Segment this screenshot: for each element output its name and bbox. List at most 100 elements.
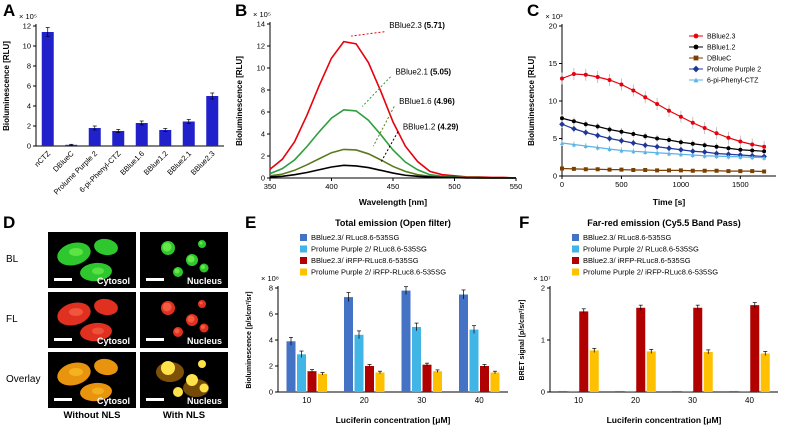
bar [646, 351, 656, 392]
bar [206, 96, 219, 146]
svg-text:14: 14 [257, 20, 265, 29]
svg-text:0: 0 [261, 174, 265, 183]
svg-text:BBlue1.6: BBlue1.6 [118, 149, 146, 177]
svg-text:2: 2 [541, 284, 545, 293]
svg-text:20: 20 [360, 396, 369, 405]
svg-text:Bioluminescence [RLU]: Bioluminescence [RLU] [527, 56, 536, 146]
bar [729, 390, 739, 392]
image-label: Nucleus [187, 396, 222, 406]
bar [558, 390, 568, 392]
svg-text:BBlue1.6 (4.96): BBlue1.6 (4.96) [399, 97, 455, 106]
svg-text:450: 450 [387, 182, 400, 191]
bar [693, 307, 703, 392]
svg-text:500: 500 [615, 180, 628, 189]
panel-letter-b: B [235, 1, 248, 20]
svg-text:500: 500 [448, 182, 461, 191]
svg-text:Bioluminescence [p/s/cm²/sr]: Bioluminescence [p/s/cm²/sr] [246, 291, 253, 388]
svg-text:4: 4 [27, 102, 31, 111]
axes: 0 5 10 15 20× 10³ Bioluminescence [RLU] [527, 12, 776, 181]
series-DBlueC [560, 166, 767, 174]
microscopy-image-FL-col0: Cytosol [48, 292, 136, 348]
bar [760, 353, 770, 392]
svg-text:8: 8 [27, 62, 31, 71]
chart-e-total-emission-bar: 0 2 4 6 8× 10⁸ Bioluminescence [p/s/cm²/sr] To… [246, 218, 508, 425]
series-BBlue2.3 [560, 72, 767, 149]
svg-text:6: 6 [269, 310, 273, 319]
svg-text:Prolume Purple 2/ iRFP-RLuc8.6: Prolume Purple 2/ iRFP-RLuc8.6-535SG [311, 268, 446, 277]
series-BBlue2.3 [269, 40, 517, 179]
image-label: Nucleus [187, 336, 222, 346]
chart-title: Far-red emission (Cy5.5 Band Pass) [587, 218, 741, 228]
scale-bar [146, 338, 164, 341]
image-label: Nucleus [187, 276, 222, 286]
microscopy-col-label: With NLS [162, 410, 206, 421]
x-axis: 0 500 1000 1500 Time [s] [560, 176, 749, 207]
bar [469, 329, 479, 392]
svg-text:20: 20 [549, 22, 557, 31]
bar [297, 354, 306, 392]
bar [589, 350, 599, 392]
bar [750, 305, 760, 392]
panel-letter-f: F [519, 213, 530, 232]
svg-text:6-pi-Phenyl-CTZ: 6-pi-Phenyl-CTZ [707, 78, 759, 85]
scale-bar [54, 338, 72, 341]
svg-text:BBlue1.2: BBlue1.2 [142, 149, 170, 177]
bar [375, 372, 385, 392]
bars: 10 20 30 40 [286, 286, 500, 405]
svg-text:DBlueC: DBlueC [707, 56, 731, 63]
bar [354, 334, 364, 392]
svg-text:nCTZ: nCTZ [33, 149, 53, 169]
svg-text:BBlue2.1: BBlue2.1 [165, 149, 193, 177]
svg-text:Time [s]: Time [s] [653, 197, 686, 207]
svg-text:0: 0 [269, 388, 273, 397]
svg-text:30: 30 [417, 396, 426, 405]
svg-text:BBlue2.3/ iRFP-RLuc8.6-535SG: BBlue2.3/ iRFP-RLuc8.6-535SG [311, 256, 419, 265]
svg-text:1000: 1000 [673, 180, 690, 189]
svg-text:1500: 1500 [732, 180, 749, 189]
svg-text:× 10³: × 10³ [545, 12, 563, 21]
legend: BBlue2.3/ RLuc8.6-535SG Prolume Purple 2/… [300, 233, 446, 277]
x-axis: 350 400 450 500 550 Wavelength [nm] [264, 178, 522, 207]
microscopy-col-label: Without NLS [63, 410, 121, 421]
svg-text:6-pi-Phenyl-CTZ: 6-pi-Phenyl-CTZ [77, 149, 123, 195]
svg-text:10: 10 [574, 396, 583, 405]
panel-d-microscopy-grid: BL FL Overlay Cytosol Nucleus Cytosol Nucleus C… [0, 212, 240, 428]
scale-bar [146, 398, 164, 401]
bar [433, 371, 442, 392]
svg-text:350: 350 [264, 182, 277, 191]
bar [480, 366, 489, 392]
svg-text:Luciferin concentration [μM]: Luciferin concentration [μM] [607, 415, 722, 425]
bar [739, 390, 749, 392]
bar [182, 121, 195, 146]
bar [459, 294, 468, 392]
chart-b-emission-spectra: 0 2 4 6 8 10 12 14× 10⁵ Bioluminescence [RLU] 350… [235, 10, 522, 207]
svg-text:BBlue2.3: BBlue2.3 [707, 34, 736, 41]
svg-text:Bioluminescence [RLU]: Bioluminescence [RLU] [2, 41, 11, 131]
bar [318, 373, 327, 392]
microscopy-row-label: FL [6, 314, 18, 325]
svg-text:× 10⁷: × 10⁷ [533, 274, 551, 283]
svg-text:Prolume Purple 2/ RLuc8.6-535S: Prolume Purple 2/ RLuc8.6-535SG [311, 245, 427, 254]
svg-text:2: 2 [269, 362, 273, 371]
image-label: Cytosol [97, 276, 130, 286]
bar [344, 297, 353, 392]
svg-text:40: 40 [745, 396, 754, 405]
microscopy-image-Overlay-col0: Cytosol [48, 352, 136, 408]
legend: BBlue2.3/ RLuc8.6-535SG Prolume Purple 2/… [572, 233, 718, 277]
svg-text:10: 10 [257, 64, 265, 73]
bar [422, 364, 432, 392]
svg-text:Luciferin concentration [μM]: Luciferin concentration [μM] [336, 415, 451, 425]
bar [88, 128, 101, 146]
bar [412, 327, 421, 392]
svg-text:BBlue1.2: BBlue1.2 [707, 45, 736, 52]
panel-letter-c: C [527, 1, 540, 20]
svg-text:30: 30 [688, 396, 697, 405]
svg-text:Bioluminescence [RLU]: Bioluminescence [RLU] [235, 56, 244, 146]
svg-text:BBlue2.3/ iRFP-RLuc8.6-535SG: BBlue2.3/ iRFP-RLuc8.6-535SG [583, 256, 691, 265]
svg-text:12: 12 [23, 22, 31, 31]
bar [579, 311, 589, 392]
series-6-pi-Phenyl-CTZ [560, 141, 767, 160]
annotations: BBlue2.3 (5.71) BBlue2.1 (5.05) BBlue1.6 (… [351, 21, 459, 163]
svg-text:BBlue2.3/ RLuc8.6-535SG: BBlue2.3/ RLuc8.6-535SG [311, 233, 400, 242]
